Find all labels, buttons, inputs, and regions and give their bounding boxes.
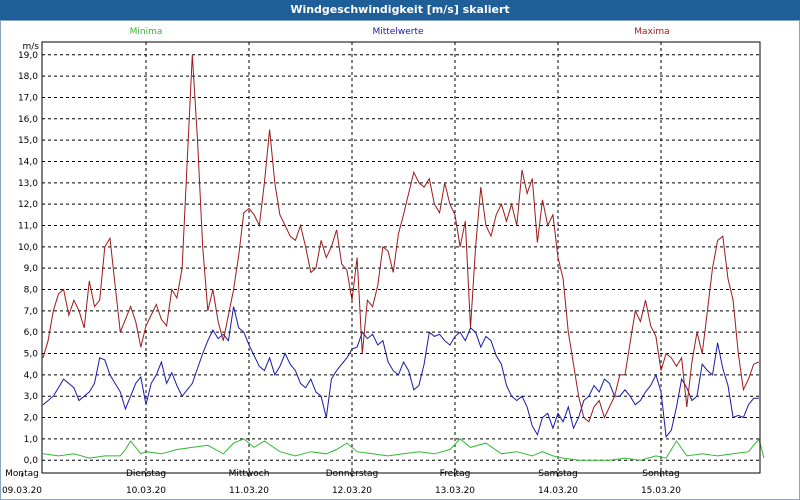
y-tick-label: 0,0	[24, 456, 39, 466]
x-tick-day: Donnerstag	[326, 469, 379, 479]
y-tick-label: 5,0	[24, 350, 39, 360]
y-tick-label: 12,0	[18, 200, 38, 210]
window-title-bar: Windgeschwindigkeit [m/s] skaliert	[0, 0, 800, 20]
x-tick-date: 14.03.20	[538, 486, 578, 496]
x-tick-day: Montag	[5, 469, 39, 479]
wind-speed-chart: m/s Minima Mittelwerte Maxima 0,0 1,0 2,0 3…	[2, 27, 765, 496]
y-tick-label: 18,0	[18, 72, 38, 82]
plot-area-border	[41, 41, 761, 474]
series-line-minima	[42, 437, 765, 461]
y-tick-label: 9,0	[24, 264, 39, 274]
x-tick-date: 12.03.20	[332, 486, 372, 496]
series-group	[42, 54, 765, 461]
x-tick-day: Sonntag	[642, 469, 679, 479]
x-tick-day: Samstag	[538, 469, 577, 479]
x-tick-day: Mittwoch	[229, 469, 270, 479]
y-tick-label: 7,0	[24, 307, 39, 317]
y-tick-label: 19,0	[18, 51, 38, 61]
series-line-maxima	[42, 54, 760, 423]
y-tick-label: 8,0	[24, 286, 39, 296]
x-tick-date: 09.03.20	[2, 486, 42, 496]
x-tick-date: 10.03.20	[126, 486, 166, 496]
y-tick-label: 10,0	[18, 243, 38, 253]
y-tick-label: 13,0	[18, 179, 38, 189]
y-tick-label: 3,0	[24, 392, 39, 402]
y-tick-label: 15,0	[18, 136, 38, 146]
grid: 0,0 1,0 2,0 3,0 4,0 5,0 6,0 7,0 8,0 9,0 10,0 11,0 12…	[18, 42, 760, 473]
legend-mittelwerte: Mittelwerte	[372, 27, 423, 37]
legend-minima: Minima	[130, 27, 163, 37]
window-title: Windgeschwindigkeit [m/s] skaliert	[290, 3, 510, 16]
series-line-mittelwerte	[42, 306, 759, 438]
chart-frame: m/s Minima Mittelwerte Maxima 0,0 1,0 2,0 3…	[0, 20, 800, 500]
y-tick-label: 16,0	[18, 115, 38, 125]
legend-maxima: Maxima	[634, 27, 669, 37]
y-axis-label: m/s	[23, 42, 40, 52]
x-axis-labels: Montag 09.03.20 Dienstag 10.03.20 Mittwoch 11…	[2, 469, 681, 496]
x-tick-date: 13.03.20	[435, 486, 475, 496]
x-tick-date: 11.03.20	[229, 486, 269, 496]
y-tick-label: 14,0	[18, 157, 38, 167]
x-tick-date: 15.03.20	[641, 486, 681, 496]
y-tick-label: 2,0	[24, 414, 39, 424]
x-tick-day: Freitag	[440, 469, 471, 479]
y-tick-label: 4,0	[24, 371, 39, 381]
y-tick-label: 1,0	[24, 435, 39, 445]
y-tick-label: 17,0	[18, 93, 38, 103]
x-tick-day: Dienstag	[126, 469, 166, 479]
y-tick-label: 11,0	[18, 221, 38, 231]
y-tick-label: 6,0	[24, 328, 39, 338]
